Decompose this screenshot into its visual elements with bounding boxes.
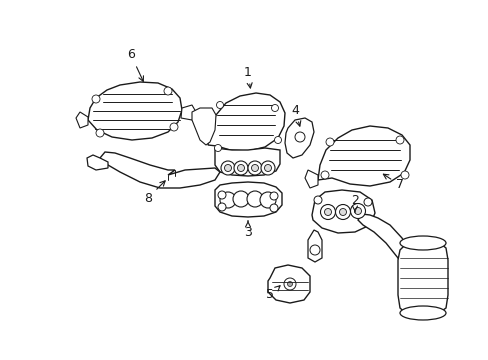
Text: 5: 5: [265, 286, 280, 302]
Ellipse shape: [399, 306, 445, 320]
Text: 3: 3: [244, 221, 251, 239]
Circle shape: [324, 208, 331, 216]
Circle shape: [354, 207, 361, 215]
Circle shape: [218, 203, 225, 211]
Circle shape: [320, 171, 328, 179]
Circle shape: [220, 192, 236, 208]
Polygon shape: [267, 265, 309, 303]
Circle shape: [170, 123, 178, 131]
Polygon shape: [181, 105, 196, 120]
Circle shape: [221, 161, 235, 175]
Circle shape: [274, 136, 281, 144]
Polygon shape: [87, 155, 108, 170]
Circle shape: [309, 245, 319, 255]
Text: 8: 8: [143, 181, 165, 204]
Polygon shape: [305, 170, 317, 188]
Circle shape: [294, 132, 305, 142]
Polygon shape: [307, 230, 321, 262]
Text: 1: 1: [244, 66, 252, 88]
Circle shape: [216, 102, 223, 108]
Polygon shape: [207, 93, 285, 151]
Circle shape: [214, 144, 221, 152]
Text: 7: 7: [383, 174, 403, 192]
Circle shape: [237, 165, 244, 171]
Circle shape: [232, 191, 248, 207]
Circle shape: [234, 161, 247, 175]
Circle shape: [325, 138, 333, 146]
Polygon shape: [397, 238, 447, 317]
Circle shape: [269, 204, 278, 212]
Circle shape: [260, 192, 275, 208]
Circle shape: [339, 208, 346, 216]
Polygon shape: [285, 118, 313, 158]
Polygon shape: [311, 190, 374, 233]
Circle shape: [246, 191, 263, 207]
Circle shape: [363, 198, 371, 206]
Polygon shape: [100, 152, 220, 188]
Polygon shape: [357, 214, 419, 290]
Circle shape: [269, 192, 278, 200]
Ellipse shape: [399, 236, 445, 250]
Circle shape: [284, 278, 295, 290]
Circle shape: [313, 196, 321, 204]
Circle shape: [251, 165, 258, 171]
Circle shape: [247, 161, 262, 175]
Circle shape: [320, 204, 335, 220]
Circle shape: [92, 95, 100, 103]
Polygon shape: [215, 148, 280, 176]
Polygon shape: [88, 82, 182, 140]
Circle shape: [218, 191, 225, 199]
Polygon shape: [317, 126, 409, 186]
Text: 4: 4: [290, 104, 300, 126]
Circle shape: [96, 129, 104, 137]
Circle shape: [163, 87, 172, 95]
Circle shape: [271, 104, 278, 112]
Polygon shape: [76, 112, 88, 128]
Circle shape: [400, 171, 408, 179]
Circle shape: [261, 161, 274, 175]
Circle shape: [395, 136, 403, 144]
Circle shape: [335, 204, 350, 220]
Text: 6: 6: [127, 49, 143, 81]
Circle shape: [350, 203, 365, 219]
Circle shape: [224, 165, 231, 171]
Circle shape: [264, 165, 271, 171]
Polygon shape: [192, 108, 216, 145]
Polygon shape: [215, 182, 282, 217]
Circle shape: [287, 282, 292, 287]
Text: 2: 2: [350, 194, 358, 212]
